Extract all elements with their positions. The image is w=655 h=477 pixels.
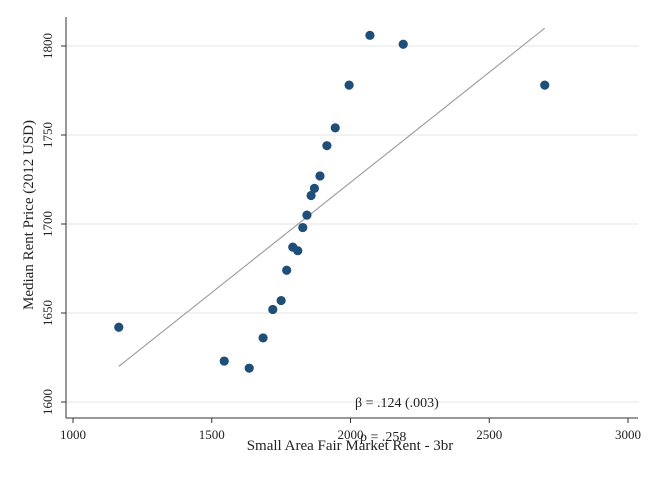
- data-point: [540, 80, 550, 90]
- data-point: [114, 322, 124, 332]
- data-point: [268, 304, 278, 315]
- data-point: [398, 39, 408, 49]
- fit-line: [118, 27, 546, 367]
- y-tick-label: 1750: [40, 122, 55, 148]
- data-point: [306, 190, 316, 201]
- gridlines: [66, 45, 638, 403]
- data-point: [276, 295, 286, 306]
- data-point: [344, 80, 354, 90]
- x-axis-title: Small Area Fair Market Rent - 3br: [247, 438, 454, 454]
- data-point: [309, 183, 320, 193]
- x-tick-label: 2000: [338, 427, 364, 442]
- beta-annotation: β = .124 (.003): [355, 396, 439, 411]
- data-point: [330, 123, 340, 133]
- data-point: [322, 141, 332, 151]
- fit-line-group: [118, 27, 546, 367]
- data-point: [315, 171, 325, 181]
- data-point: [282, 265, 292, 275]
- data-point: [302, 210, 312, 220]
- data-point: [219, 356, 229, 366]
- y-axis-title: Median Rent Price (2012 USD): [21, 120, 37, 310]
- data-point: [365, 30, 375, 40]
- y-tick-label: 1650: [40, 300, 55, 326]
- data-point: [244, 363, 254, 373]
- y-tick-label: 1800: [40, 33, 55, 59]
- data-point: [258, 333, 268, 343]
- rho-annotation: ρ = .258: [360, 430, 406, 445]
- x-tick-label: 1500: [199, 427, 225, 442]
- data-point: [298, 222, 308, 233]
- x-tick-label: 2500: [476, 427, 502, 442]
- data-points: [114, 30, 550, 373]
- y-tick-label: 1700: [40, 211, 55, 237]
- y-tick-label: 1600: [40, 389, 55, 415]
- x-tick-label: 1000: [60, 427, 86, 442]
- axis-ticks: 1600 1650 1700 1750 1800 1000 1500 2000 2500 3000: [40, 33, 641, 442]
- data-point: [293, 246, 303, 256]
- x-tick-label: 3000: [615, 427, 641, 442]
